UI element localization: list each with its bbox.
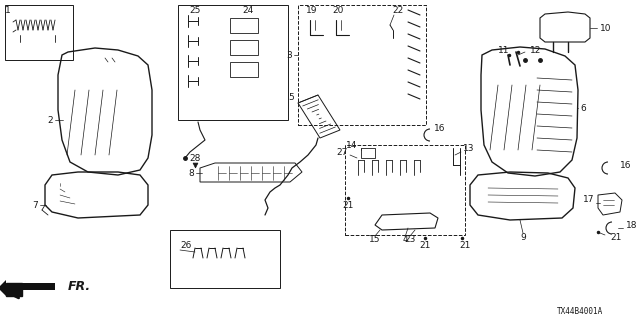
Text: 22: 22: [392, 5, 404, 14]
Text: 28: 28: [189, 154, 201, 163]
Text: 5: 5: [288, 92, 294, 101]
Bar: [298, 5, 426, 125]
Polygon shape: [15, 283, 55, 290]
Text: 14: 14: [346, 140, 357, 149]
Text: 18: 18: [626, 220, 637, 229]
Text: 26: 26: [180, 241, 191, 250]
Text: 15: 15: [369, 236, 381, 244]
Bar: [230, 18, 258, 33]
Text: 13: 13: [463, 143, 474, 153]
Polygon shape: [0, 280, 6, 296]
Text: 21: 21: [419, 241, 431, 250]
Text: 6: 6: [580, 103, 586, 113]
Text: 24: 24: [243, 5, 253, 14]
Text: 3: 3: [286, 51, 292, 60]
Bar: [230, 62, 258, 77]
Text: 27: 27: [337, 148, 348, 156]
Text: 1: 1: [5, 5, 11, 14]
Text: TX44B4001A: TX44B4001A: [557, 308, 603, 316]
Bar: [178, 5, 288, 120]
Text: 11: 11: [499, 45, 509, 54]
Text: 12: 12: [530, 45, 541, 54]
Text: 21: 21: [342, 201, 354, 210]
Text: 16: 16: [620, 161, 632, 170]
Text: 23: 23: [404, 236, 416, 244]
Text: 16: 16: [435, 124, 445, 132]
Text: 7: 7: [32, 201, 38, 210]
Text: 4: 4: [402, 236, 408, 244]
Text: 10: 10: [600, 23, 611, 33]
Text: 21: 21: [460, 241, 470, 250]
Text: 9: 9: [520, 233, 526, 242]
Text: 19: 19: [307, 5, 317, 14]
Bar: [345, 145, 465, 235]
Text: 25: 25: [189, 5, 201, 14]
Bar: [5, 5, 73, 60]
Text: 17: 17: [582, 196, 594, 204]
Text: FR.: FR.: [68, 281, 91, 293]
Text: 20: 20: [332, 5, 344, 14]
Bar: [230, 40, 258, 55]
Polygon shape: [6, 283, 22, 296]
Text: 2: 2: [47, 116, 53, 124]
Bar: [170, 230, 280, 288]
Text: 21: 21: [610, 234, 621, 243]
Text: 8: 8: [188, 169, 194, 178]
Bar: [361, 148, 375, 158]
